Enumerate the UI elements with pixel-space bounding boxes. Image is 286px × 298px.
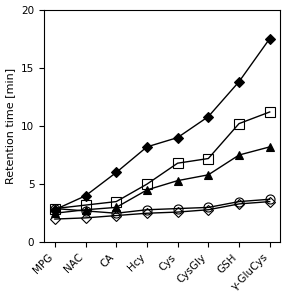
Y-axis label: Retention time [min]: Retention time [min] <box>5 68 15 184</box>
